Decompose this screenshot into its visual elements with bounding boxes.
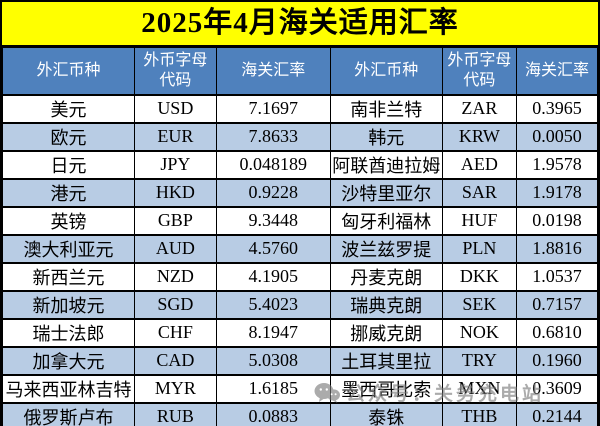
exchange-rate-table: 外汇币种 外币字母代码 海关汇率 外汇币种 外币字母代码 海关汇率 美元 USD 7…	[1, 47, 598, 426]
currency-code-cell: PLN	[441, 234, 518, 263]
header-currency-code-left: 外币字母代码	[134, 47, 217, 95]
currency-code-cell: THB	[441, 402, 518, 426]
rate-cell: 1.9578	[516, 150, 598, 179]
rate-cell: 1.0537	[516, 262, 598, 291]
rate-cell: 0.0883	[215, 402, 331, 426]
rate-cell: 0.0198	[516, 206, 598, 235]
currency-code-cell: RUB	[134, 402, 217, 426]
currency-name-cell: 泰铢	[329, 402, 443, 426]
rate-cell: 0.9228	[215, 178, 331, 207]
table-row: 欧元 EUR 7.8633 韩元 KRW 0.0050	[1, 122, 598, 151]
table-row: 俄罗斯卢布 RUB 0.0883 泰铢 THB 0.2144	[1, 402, 598, 426]
currency-name-cell: 韩元	[329, 122, 443, 151]
currency-name-cell: 英镑	[1, 206, 136, 235]
currency-name-cell: 新西兰元	[1, 262, 136, 291]
currency-name-cell: 土耳其里拉	[329, 346, 443, 375]
rate-cell: 5.0308	[215, 346, 331, 375]
currency-name-cell: 欧元	[1, 122, 136, 151]
rate-cell: 9.3448	[215, 206, 331, 235]
currency-name-cell: 日元	[1, 150, 136, 179]
header-customs-rate-right: 海关汇率	[516, 47, 598, 95]
currency-code-cell: KRW	[441, 122, 518, 151]
currency-code-cell: ZAR	[441, 94, 518, 123]
currency-name-cell: 澳大利亚元	[1, 234, 136, 263]
rate-cell: 0.6810	[516, 318, 598, 347]
rate-cell: 0.3609	[516, 374, 598, 403]
currency-code-cell: SAR	[441, 178, 518, 207]
currency-name-cell: 港元	[1, 178, 136, 207]
header-currency-code-right: 外币字母代码	[441, 47, 518, 95]
currency-code-cell: MXN	[441, 374, 518, 403]
rate-cell: 0.2144	[516, 402, 598, 426]
rate-cell: 0.1960	[516, 346, 598, 375]
currency-name-cell: 南非兰特	[329, 94, 443, 123]
currency-code-cell: AED	[441, 150, 518, 179]
rate-cell: 8.1947	[215, 318, 331, 347]
currency-code-cell: CAD	[134, 346, 217, 375]
rate-cell: 1.9178	[516, 178, 598, 207]
table-body: 美元 USD 7.1697 南非兰特 ZAR 0.3965 欧元 EUR 7.8633 韩元 KRW…	[1, 94, 598, 426]
rate-cell: 0.7157	[516, 290, 598, 319]
currency-name-cell: 匈牙利福林	[329, 206, 443, 235]
currency-code-cell: GBP	[134, 206, 217, 235]
table-row: 新西兰元 NZD 4.1905 丹麦克朗 DKK 1.0537	[1, 262, 598, 291]
currency-name-cell: 俄罗斯卢布	[1, 402, 136, 426]
currency-name-cell: 新加坡元	[1, 290, 136, 319]
rate-cell: 4.5760	[215, 234, 331, 263]
currency-code-cell: MYR	[134, 374, 217, 403]
table-row: 澳大利亚元 AUD 4.5760 波兰兹罗提 PLN 1.8816	[1, 234, 598, 263]
currency-code-cell: SEK	[441, 290, 518, 319]
currency-name-cell: 墨西哥比索	[329, 374, 443, 403]
table-row: 加拿大元 CAD 5.0308 土耳其里拉 TRY 0.1960	[1, 346, 598, 375]
currency-name-cell: 丹麦克朗	[329, 262, 443, 291]
rate-cell: 7.1697	[215, 94, 331, 123]
header-currency-name-right: 外汇币种	[329, 47, 443, 95]
currency-name-cell: 瑞士法郎	[1, 318, 136, 347]
table-header: 外汇币种 外币字母代码 海关汇率 外汇币种 外币字母代码 海关汇率	[1, 47, 598, 95]
currency-code-cell: EUR	[134, 122, 217, 151]
currency-code-cell: NZD	[134, 262, 217, 291]
currency-code-cell: TRY	[441, 346, 518, 375]
currency-name-cell: 瑞典克朗	[329, 290, 443, 319]
table-row: 英镑 GBP 9.3448 匈牙利福林 HUF 0.0198	[1, 206, 598, 235]
table-row: 马来西亚林吉特 MYR 1.6185 墨西哥比索 MXN 0.3609	[1, 374, 598, 403]
currency-name-cell: 波兰兹罗提	[329, 234, 443, 263]
table-row: 美元 USD 7.1697 南非兰特 ZAR 0.3965	[1, 94, 598, 123]
rate-cell: 0.0050	[516, 122, 598, 151]
currency-code-cell: CHF	[134, 318, 217, 347]
rate-cell: 5.4023	[215, 290, 331, 319]
currency-code-cell: HKD	[134, 178, 217, 207]
header-customs-rate-left: 海关汇率	[215, 47, 331, 95]
rate-cell: 0.048189	[215, 150, 331, 179]
rate-cell: 1.6185	[215, 374, 331, 403]
currency-name-cell: 挪威克朗	[329, 318, 443, 347]
currency-code-cell: SGD	[134, 290, 217, 319]
currency-name-cell: 沙特里亚尔	[329, 178, 443, 207]
currency-name-cell: 阿联酋迪拉姆	[329, 150, 443, 179]
page-title: 2025年4月海关适用汇率	[141, 7, 459, 39]
rate-cell: 0.3965	[516, 94, 598, 123]
currency-code-cell: NOK	[441, 318, 518, 347]
currency-code-cell: HUF	[441, 206, 518, 235]
rate-cell: 4.1905	[215, 262, 331, 291]
title-bar: 2025年4月海关适用汇率	[2, 2, 598, 47]
currency-name-cell: 加拿大元	[1, 346, 136, 375]
currency-code-cell: DKK	[441, 262, 518, 291]
currency-code-cell: USD	[134, 94, 217, 123]
table-row: 日元 JPY 0.048189 阿联酋迪拉姆 AED 1.9578	[1, 150, 598, 179]
table-row: 新加坡元 SGD 5.4023 瑞典克朗 SEK 0.7157	[1, 290, 598, 319]
header-row: 外汇币种 外币字母代码 海关汇率 外汇币种 外币字母代码 海关汇率	[1, 47, 598, 95]
table-row: 港元 HKD 0.9228 沙特里亚尔 SAR 1.9178	[1, 178, 598, 207]
currency-code-cell: AUD	[134, 234, 217, 263]
table-row: 瑞士法郎 CHF 8.1947 挪威克朗 NOK 0.6810	[1, 318, 598, 347]
currency-name-cell: 美元	[1, 94, 136, 123]
currency-code-cell: JPY	[134, 150, 217, 179]
header-currency-name-left: 外汇币种	[1, 47, 136, 95]
rate-cell: 7.8633	[215, 122, 331, 151]
rate-cell: 1.8816	[516, 234, 598, 263]
currency-name-cell: 马来西亚林吉特	[1, 374, 136, 403]
